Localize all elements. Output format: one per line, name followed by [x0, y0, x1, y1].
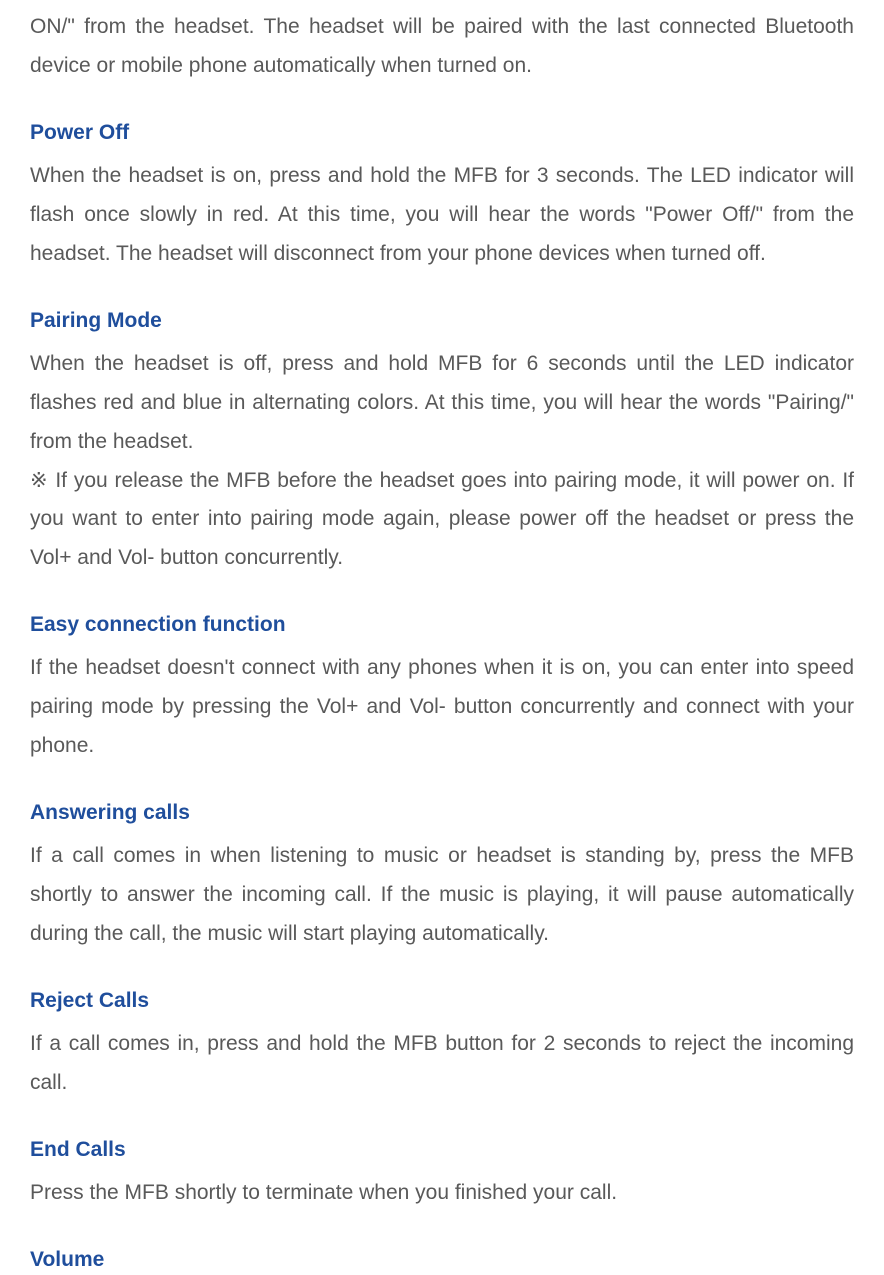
body-reject-calls: If a call comes in, press and hold the M…: [30, 1025, 854, 1103]
intro-paragraph: ON/" from the headset. The headset will …: [30, 8, 854, 86]
body-pairing-mode: When the headset is off, press and hold …: [30, 345, 854, 462]
section-pairing-mode: Pairing Mode When the headset is off, pr…: [30, 306, 854, 578]
heading-reject-calls: Reject Calls: [30, 986, 854, 1015]
body-answering-calls: If a call comes in when listening to mus…: [30, 837, 854, 954]
document-content: ON/" from the headset. The headset will …: [30, 0, 854, 1275]
section-reject-calls: Reject Calls If a call comes in, press a…: [30, 986, 854, 1103]
section-end-calls: End Calls Press the MFB shortly to termi…: [30, 1135, 854, 1213]
heading-end-calls: End Calls: [30, 1135, 854, 1164]
body-end-calls: Press the MFB shortly to terminate when …: [30, 1174, 854, 1213]
note-pairing-mode: ※ If you release the MFB before the head…: [30, 462, 854, 579]
section-power-off: Power Off When the headset is on, press …: [30, 118, 854, 274]
section-easy-connection: Easy connection function If the headset …: [30, 610, 854, 766]
heading-answering-calls: Answering calls: [30, 798, 854, 827]
heading-volume: Volume: [30, 1245, 854, 1274]
section-answering-calls: Answering calls If a call comes in when …: [30, 798, 854, 954]
body-easy-connection: If the headset doesn't connect with any …: [30, 649, 854, 766]
heading-power-off: Power Off: [30, 118, 854, 147]
heading-pairing-mode: Pairing Mode: [30, 306, 854, 335]
heading-easy-connection: Easy connection function: [30, 610, 854, 639]
body-power-off: When the headset is on, press and hold t…: [30, 157, 854, 274]
